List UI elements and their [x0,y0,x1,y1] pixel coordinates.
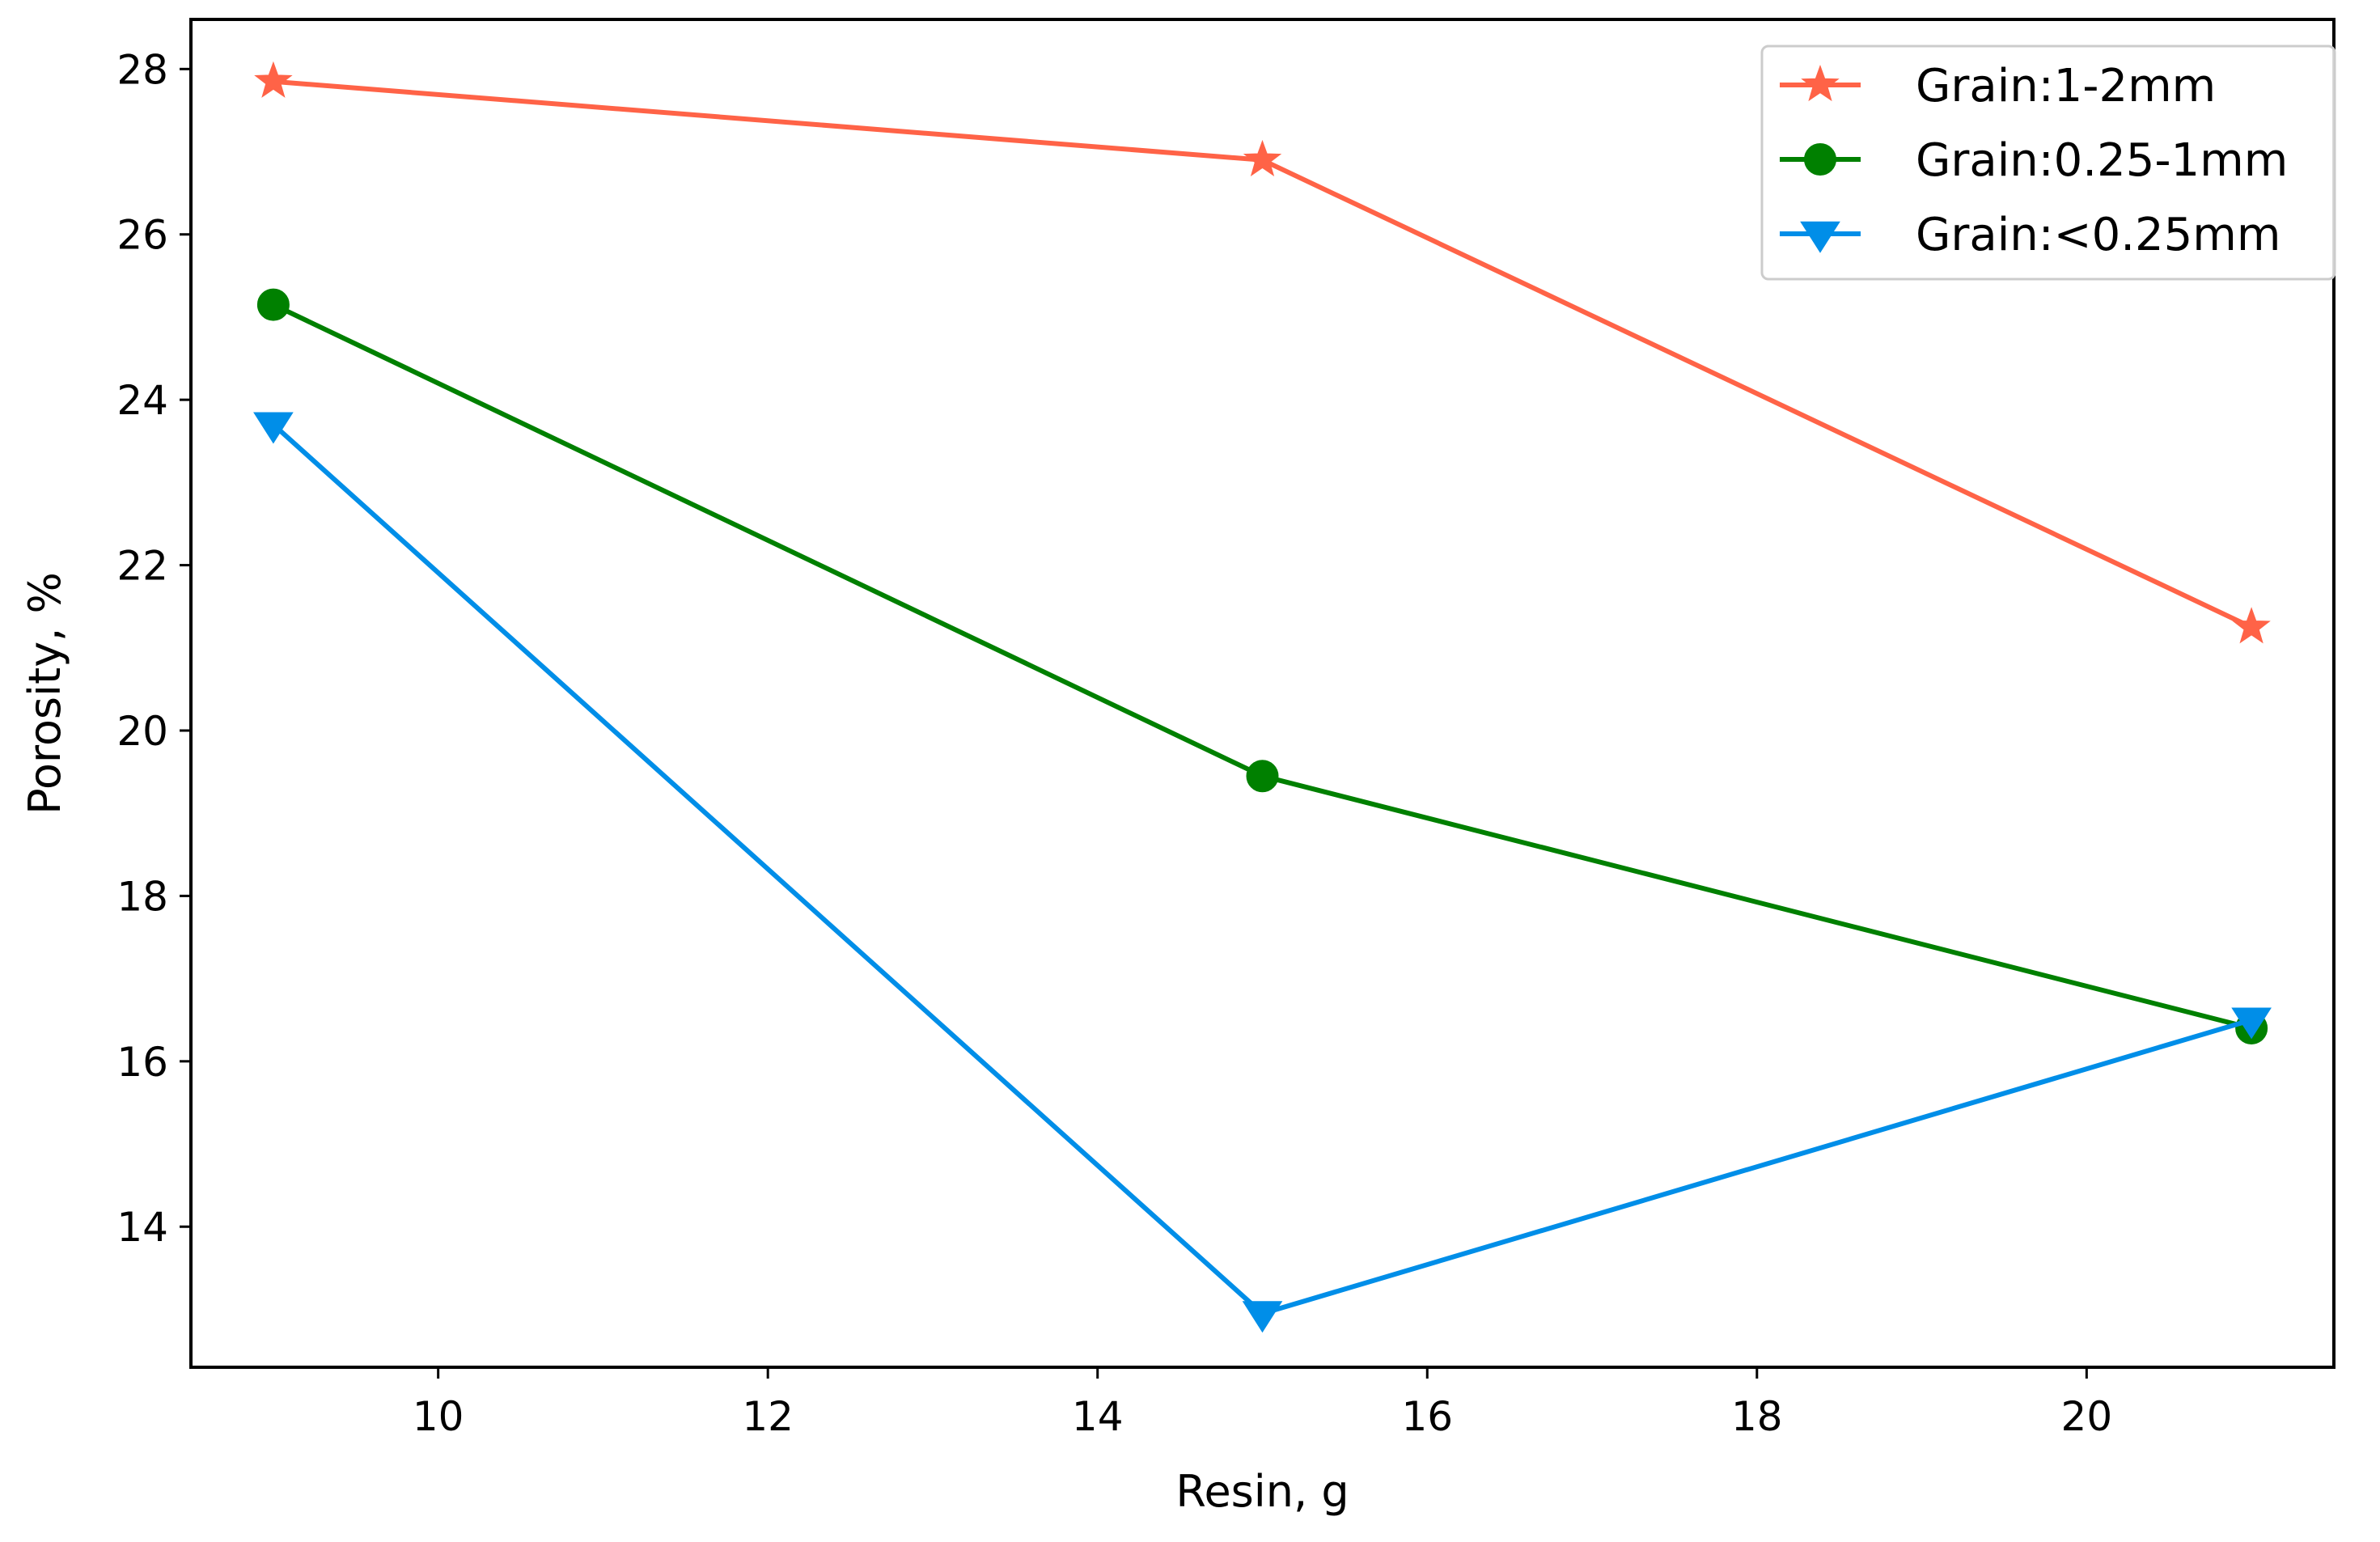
x-tick-label: 10 [413,1393,464,1440]
legend: Grain:1-2mm Grain:0.25-1mm Grain:<0.25mm [1760,44,2336,281]
y-tick-label: 18 [116,873,168,920]
legend-item: Grain:1-2mm [1780,60,2216,112]
data-point [256,288,290,321]
x-tick-label: 20 [2061,1393,2113,1440]
legend-marker [1804,143,1836,176]
y-tick-label: 20 [116,708,168,755]
series-group [253,61,2272,1333]
legend-label: Grain:<0.25mm [1916,209,2280,261]
y-tick-label: 24 [116,377,168,424]
legend-marker [1801,65,1840,102]
series-1 [254,61,2271,644]
legend-box [1760,44,2336,281]
series-3 [253,412,2272,1333]
plot-frame [189,18,2336,1369]
data-point [1242,1301,1283,1333]
x-tick-label: 12 [742,1393,794,1440]
data-point [253,412,294,444]
y-axis: 14 16 18 20 22 24 26 28 [116,46,191,1251]
series-2 [256,288,2268,1044]
data-point [2231,1007,2272,1040]
x-tick-label: 18 [1731,1393,1783,1440]
legend-marker [1800,221,1840,253]
legend-item: Grain:0.25-1mm [1780,134,2288,187]
x-tick-label: 14 [1072,1393,1124,1440]
x-axis-label: Resin, g [1175,1466,1349,1517]
y-tick-label: 14 [116,1204,168,1251]
legend-item: Grain:<0.25mm [1780,209,2280,261]
y-tick-label: 28 [116,46,168,93]
data-point [1243,139,1282,176]
data-point [2232,607,2271,644]
legend-label: Grain:1-2mm [1916,60,2216,112]
legend-label: Grain:0.25-1mm [1916,134,2288,187]
y-tick-label: 22 [116,543,168,590]
y-tick-label: 16 [116,1039,168,1086]
x-tick-label: 16 [1401,1393,1453,1440]
y-axis-label: Porosity, % [19,572,70,815]
data-point [254,61,293,98]
x-axis: 10 12 14 16 18 20 [413,1367,2112,1440]
data-point [1246,760,1279,793]
y-tick-label: 26 [116,212,168,259]
